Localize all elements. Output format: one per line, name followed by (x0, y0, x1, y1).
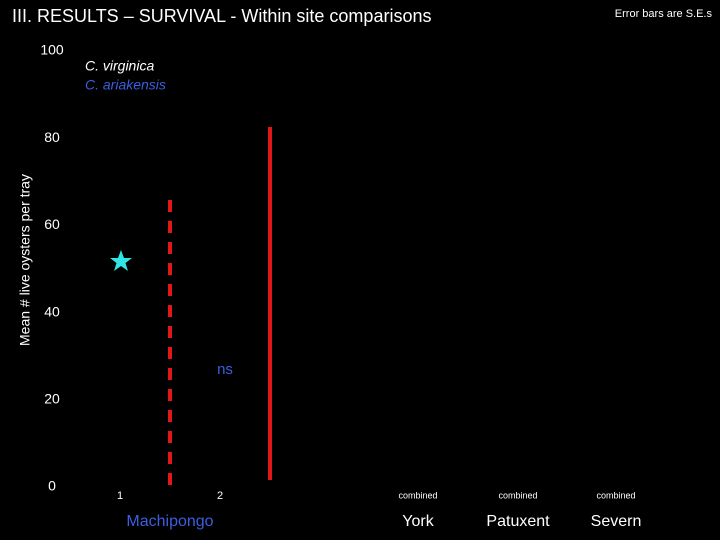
legend-entry: C. virginica (85, 58, 154, 74)
x-tick-label: combined (498, 490, 537, 500)
annotation: ns (217, 361, 233, 378)
legend-entry: C. ariakensis (85, 77, 166, 93)
slide-title: III. RESULTS – SURVIVAL - Within site co… (12, 6, 431, 26)
group-label: Severn (591, 513, 642, 530)
y-tick-label: 0 (48, 478, 56, 494)
y-tick-label: 40 (44, 303, 60, 319)
y-tick-label: 100 (40, 42, 64, 58)
y-tick-label: 80 (44, 129, 60, 145)
y-tick-label: 60 (44, 216, 60, 232)
group-label: Patuxent (486, 513, 550, 530)
y-tick-label: 20 (44, 391, 60, 407)
x-tick-label: combined (398, 490, 437, 500)
significance-star (110, 250, 132, 271)
note: Error bars are S.E.s (615, 8, 713, 20)
x-tick-label: 2 (217, 490, 223, 502)
y-axis-label: Mean # live oysters per tray (17, 174, 33, 346)
x-tick-label: combined (596, 490, 635, 500)
x-tick-label: 1 (117, 490, 123, 502)
group-label: York (402, 513, 434, 530)
group-label: Machipongo (126, 513, 213, 530)
